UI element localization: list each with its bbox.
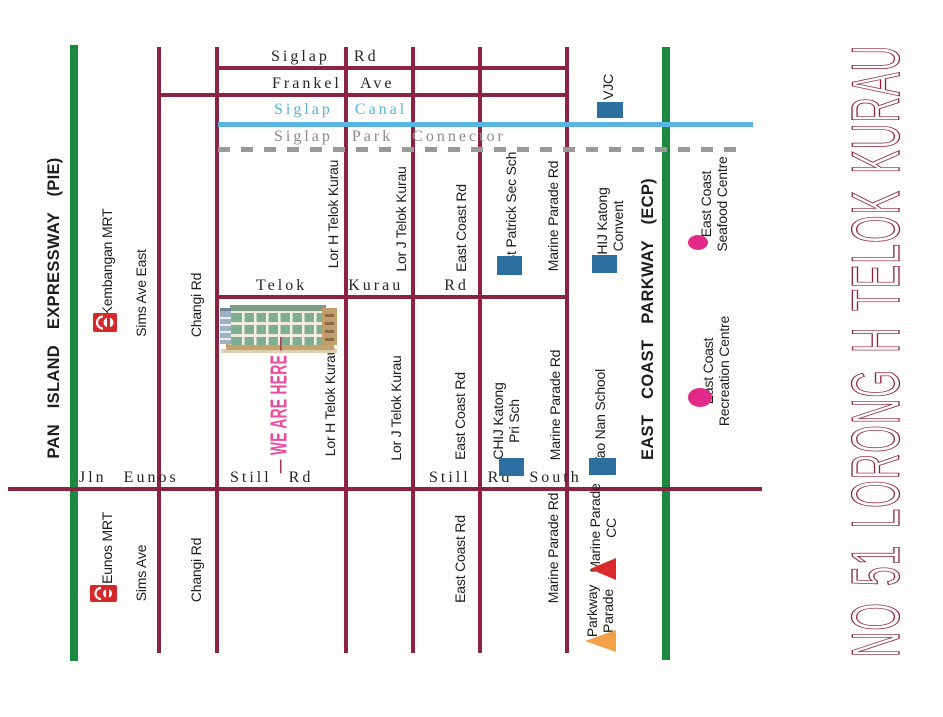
vjc-label: VJC <box>600 74 616 100</box>
ecp-expressway-line <box>662 47 670 660</box>
east-coast-recreation-dot-icon <box>688 388 712 407</box>
eunos-mrt-label: Eunos MRT <box>99 512 115 584</box>
lor-j-road-line <box>411 47 415 653</box>
frankel-ave-road-line <box>158 93 569 97</box>
frankel-ave-label: Frankel Ave <box>272 75 395 92</box>
marine-parade-rd-label-bottom: Marine Parade Rd <box>545 492 561 604</box>
siglap-park-connector-line <box>218 147 737 152</box>
marine-parade-cc-triangle-icon <box>590 558 616 580</box>
siglap-canal-line <box>218 122 753 127</box>
sims-ave-east-label: Sims Ave East <box>133 249 149 337</box>
siglap-rd-label: Siglap Rd <box>271 48 379 65</box>
chij-convent-school-marker-icon <box>592 255 617 273</box>
here-text: WE ARE HERE <box>265 354 292 456</box>
marine-parade-rd-label-mid: Marine Parade Rd <box>547 349 563 461</box>
parkway-parade-triangle-icon <box>585 630 616 652</box>
east-coast-seafood-line1: East Coast <box>698 170 714 238</box>
chij-katong-pri-line1: CHIJ Katong <box>490 382 506 460</box>
jln-eunos-label: Jln Eunos <box>79 469 179 486</box>
lor-j-label-top: Lor J Telok Kurau <box>393 166 409 272</box>
east-coast-seafood-dot-icon <box>688 235 708 250</box>
east-coast-recreation-label: East Coast Recreation Centre <box>700 316 732 426</box>
lor-j-label-bottom: Lor J Telok Kurau <box>388 355 404 461</box>
ecp-expressway-label: EAST COAST PARKWAY (ECP) <box>639 178 657 460</box>
st-patrick-label: St Patrick Sec Sch <box>503 151 519 265</box>
east-coast-rd-label-top: East Coast Rd <box>453 184 469 272</box>
chij-katong-convent-label: CHIJ Katong Convent <box>594 187 626 264</box>
tao-nan-label: Tao Nan School <box>592 368 608 466</box>
tao-nan-school-marker-icon <box>589 458 616 475</box>
siglap-canal-label: Siglap Canal <box>274 101 408 118</box>
chij-katong-convent-line1: CHIJ Katong <box>594 187 610 265</box>
chij-katong-convent-line2: Convent <box>610 200 626 252</box>
pie-expressway-label: PAN ISLAND EXPRESSWAY (PIE) <box>45 157 63 459</box>
chij-katong-pri-label: CHIJ Katong Pri Sch <box>490 382 522 459</box>
still-rd-label: Still Rd <box>230 469 314 486</box>
east-coast-rd-label-bottom: East Coast Rd <box>452 515 468 603</box>
st-patrick-school-marker-icon <box>497 256 522 275</box>
marine-parade-rd-road-line <box>565 47 569 653</box>
kembangan-mrt-label: Kembangan MRT <box>99 208 115 316</box>
still-rd-south-label: Still Rd South <box>429 469 582 486</box>
vjc-school-marker-icon <box>597 102 623 118</box>
still-rd-road-line <box>8 487 762 491</box>
chij-pri-school-marker-icon <box>499 458 524 476</box>
east-coast-recreation-line2: Recreation Centre <box>716 315 732 427</box>
lor-h-label-bottom: Lor H Telok Kurau <box>322 347 338 457</box>
page-title: NO 51 LORONG H TELOK KURAU <box>838 44 915 658</box>
telok-kurau-rd-road-line <box>215 295 569 299</box>
siglap-rd-road-line <box>217 66 569 70</box>
sims-ave-road-line <box>157 47 161 653</box>
east-coast-seafood-line2: Seafood Centre <box>714 156 730 252</box>
telok-kurau-rd-label: Telok Kurau Rd <box>256 277 469 294</box>
siglap-park-connector-label: Siglap Park Connector <box>274 128 506 145</box>
here-leader-dash-bottom: — <box>265 336 292 351</box>
kembangan-mrt-icon <box>93 313 117 332</box>
pie-expressway-line <box>70 45 78 661</box>
east-coast-rd-road-line <box>478 47 482 653</box>
sims-ave-label: Sims Ave <box>133 544 149 602</box>
changi-rd-label-top: Changi Rd <box>188 272 204 338</box>
chij-katong-pri-line2: Pri Sch <box>506 399 522 443</box>
eunos-mrt-icon <box>90 585 117 602</box>
marine-parade-rd-label-top: Marine Parade Rd <box>545 160 561 272</box>
east-coast-rd-label-mid: East Coast Rd <box>452 372 468 460</box>
marine-parade-cc-line2: CC <box>603 518 619 538</box>
parkway-parade-line2: Parade <box>600 589 616 633</box>
changi-rd-label-bottom: Changi Rd <box>188 537 204 603</box>
lor-h-road-line <box>344 47 348 653</box>
lor-h-label-top: Lor H Telok Kurau <box>325 159 341 269</box>
changi-rd-road-line <box>215 47 219 653</box>
we-are-here-label: — WE ARE HERE — <box>266 337 293 474</box>
building-photo <box>220 305 337 353</box>
here-leader-dash-top: — <box>265 459 292 474</box>
